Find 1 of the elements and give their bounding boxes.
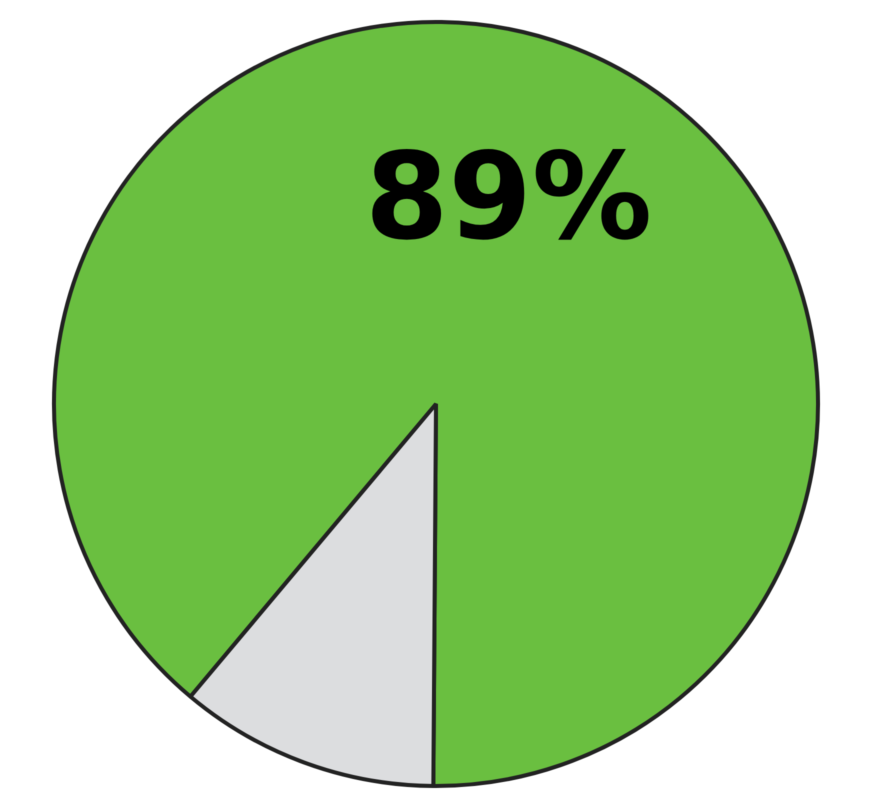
data-label: 89% [364,128,652,267]
